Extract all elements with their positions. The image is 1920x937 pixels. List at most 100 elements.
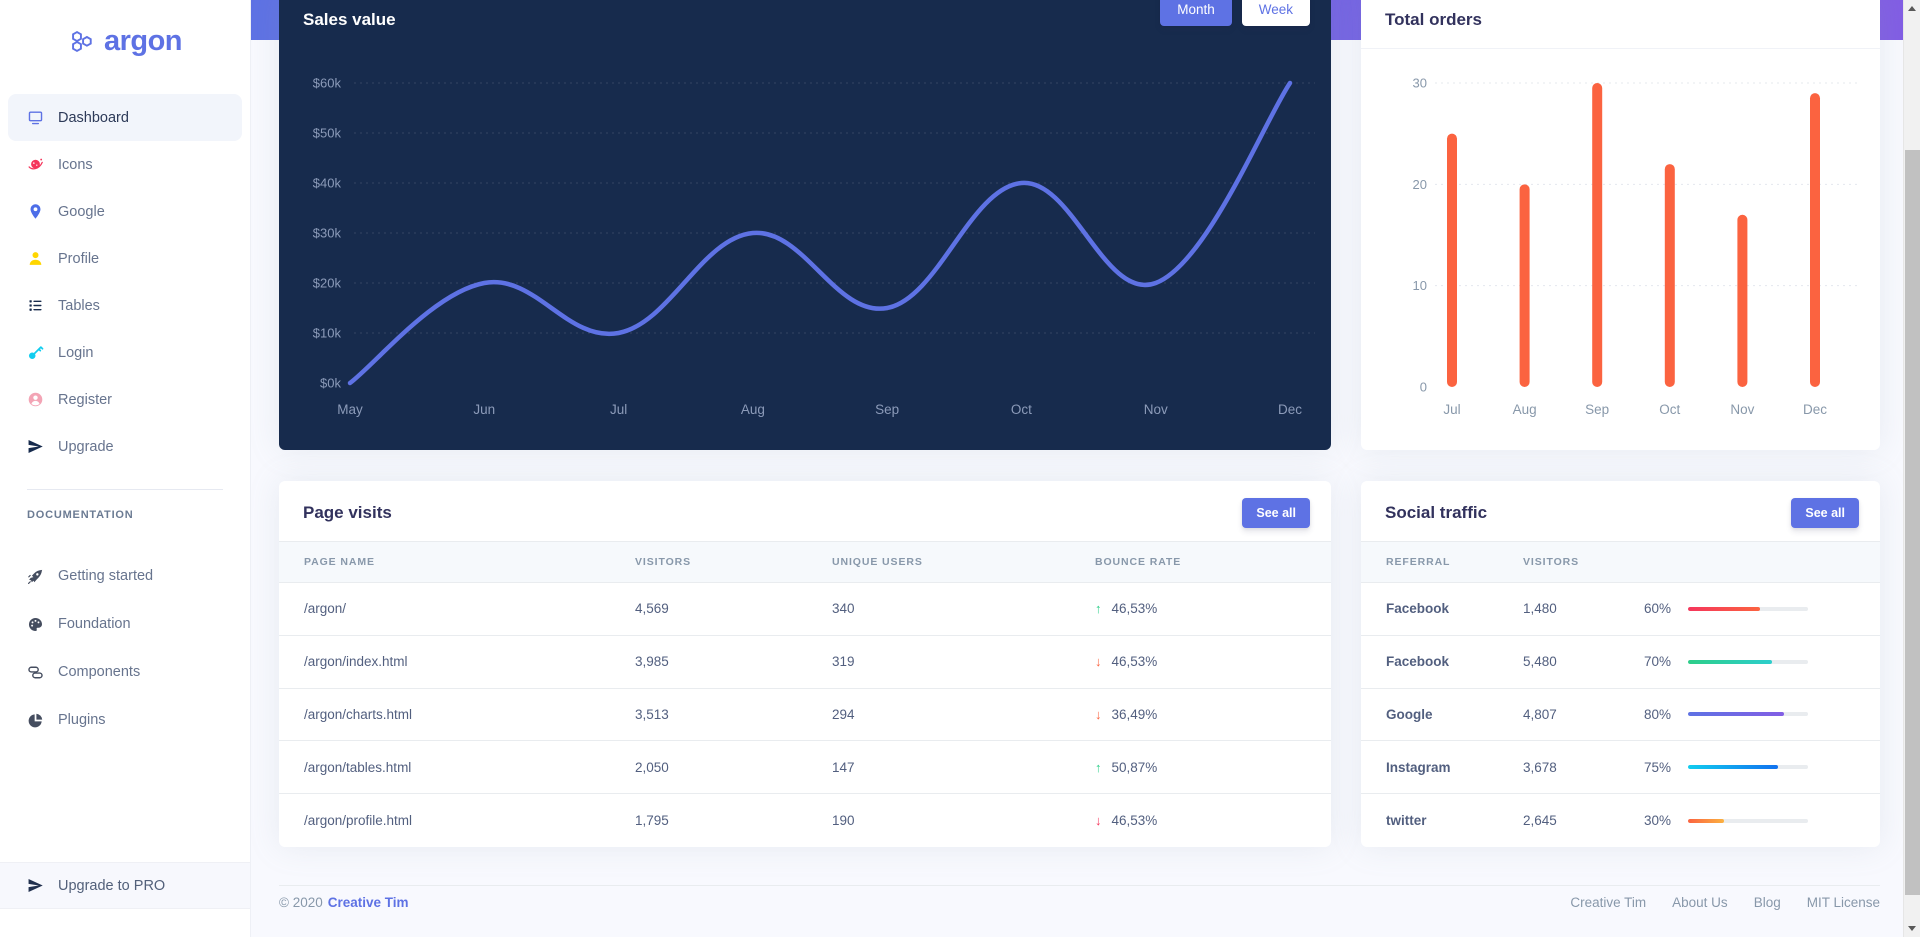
footer-link-creative-tim[interactable]: Creative Tim	[1570, 895, 1647, 910]
sidebar-item-login[interactable]: Login	[0, 329, 250, 376]
sidebar-item-upgrade[interactable]: Upgrade	[0, 423, 250, 470]
progress-bar-fill	[1688, 765, 1778, 770]
traffic-share-cell: 60%	[1644, 601, 1880, 616]
svg-text:Aug: Aug	[1513, 402, 1537, 417]
month-button[interactable]: Month	[1160, 0, 1232, 26]
sidebar-item-components[interactable]: Components	[0, 648, 250, 696]
social-traffic-column-referral: REFERRAL	[1386, 556, 1451, 568]
svg-text:Dec: Dec	[1803, 402, 1827, 417]
bounce-rate-value: 46,53%	[1111, 601, 1158, 617]
bounce-rate-value: 46,53%	[1111, 654, 1158, 670]
copyright-company-link[interactable]: Creative Tim	[327, 895, 409, 910]
svg-text:Oct: Oct	[1011, 402, 1032, 417]
progress-bar	[1688, 659, 1808, 664]
svg-text:$20k: $20k	[313, 276, 342, 291]
sidebar-item-tables[interactable]: Tables	[0, 282, 250, 329]
sales-value-card: Sales value Month Week $0k $10k $20k $30k $40…	[279, 0, 1331, 450]
page-visits-column-bounce-rate: BOUNCE RATE	[1095, 556, 1182, 568]
vertical-scrollbar[interactable]	[1903, 0, 1920, 937]
svg-text:May: May	[337, 402, 363, 417]
scrollbar-thumb[interactable]	[1905, 150, 1920, 895]
page-visits-row: /argon/tables.html 2,050 147 ↑ 50,87%	[279, 741, 1331, 795]
sidebar-item-getting-started[interactable]: Getting started	[0, 552, 250, 600]
page-visits-row: /argon/charts.html 3,513 294 ↓ 36,49%	[279, 689, 1331, 742]
svg-text:20: 20	[1413, 177, 1427, 192]
svg-text:Sep: Sep	[875, 402, 899, 417]
argon-logo-icon	[68, 28, 95, 55]
svg-text:$30k: $30k	[313, 226, 342, 241]
footer-link-mit-license[interactable]: MIT License	[1806, 895, 1880, 910]
page-visits-column-page-name: PAGE NAME	[304, 556, 375, 568]
person-circle-icon	[27, 391, 44, 408]
page-visits-see-all-button[interactable]: See all	[1242, 498, 1310, 528]
trend-down-arrow-icon: ↓	[1095, 813, 1102, 829]
main-content: Sales value Month Week $0k $10k $20k $30k $40…	[251, 0, 1903, 937]
chart-range-toggle: Month Week	[1160, 0, 1310, 26]
sidebar-item-icons[interactable]: Icons	[0, 141, 250, 188]
progress-bar	[1688, 818, 1808, 823]
orders-card-title: Total orders	[1385, 10, 1482, 29]
send-icon	[27, 877, 44, 894]
svg-text:Aug: Aug	[741, 402, 765, 417]
rocket-icon	[27, 568, 44, 585]
trend-down-arrow-icon: ↓	[1095, 706, 1102, 722]
bounce-rate-value: 50,87%	[1111, 759, 1158, 775]
social-traffic-column-visitors: VISITORS	[1523, 556, 1580, 568]
sidebar-item-upgrade-to-pro[interactable]: Upgrade to PRO	[0, 862, 250, 909]
social-traffic-row: Google 4,807 80%	[1361, 689, 1880, 742]
visitors-cell: 4,807	[1523, 706, 1557, 722]
components-icon	[27, 664, 44, 681]
list-icon	[27, 297, 44, 314]
social-traffic-title: Social traffic	[1385, 503, 1488, 522]
footer-link-blog[interactable]: Blog	[1753, 895, 1781, 910]
upgrade-to-pro-label: Upgrade to PRO	[58, 877, 166, 894]
sidebar-item-profile[interactable]: Profile	[0, 235, 250, 282]
svg-text:Nov: Nov	[1144, 402, 1168, 417]
svg-text:Sep: Sep	[1585, 402, 1609, 417]
sidebar-divider	[27, 489, 223, 490]
visitors-cell: 1,480	[1523, 601, 1557, 617]
scrollbar-up-arrow-icon[interactable]	[1904, 0, 1920, 17]
copyright: © 2020 Creative Tim	[279, 895, 409, 910]
svg-text:Jul: Jul	[1443, 402, 1460, 417]
progress-bar-fill	[1688, 818, 1724, 823]
svg-text:$50k: $50k	[313, 126, 342, 141]
orders-bar-chart: 0 10 20 30 Jul Aug Sep Oct Nov Dec	[1413, 76, 1858, 417]
visitors-cell: 2,050	[635, 759, 669, 775]
social-traffic-table-body: Facebook 1,480 60% Facebook 5,480 70% Go…	[1361, 583, 1880, 847]
sidebar-item-google[interactable]: Google	[0, 188, 250, 235]
page-visits-row: /argon/profile.html 1,795 190 ↓ 46,53%	[279, 794, 1331, 847]
user-icon	[27, 250, 44, 267]
sidebar-item-label: Components	[58, 664, 141, 680]
trend-up-arrow-icon: ↑	[1095, 759, 1102, 775]
social-traffic-table-header: REFERRAL VISITORS	[1361, 541, 1880, 583]
bounce-rate-value: 46,53%	[1111, 813, 1158, 829]
sidebar-item-dashboard[interactable]: Dashboard	[8, 94, 242, 141]
page-footer: © 2020 Creative Tim Creative Tim About Us…	[279, 885, 1880, 910]
palette-icon	[27, 616, 44, 633]
sidebar-item-label: Login	[58, 344, 94, 361]
social-traffic-see-all-button[interactable]: See all	[1791, 498, 1859, 528]
svg-text:0: 0	[1420, 380, 1427, 395]
traffic-percent: 75%	[1644, 759, 1672, 775]
page-name-cell: /argon/tables.html	[304, 759, 412, 775]
unique-users-cell: 340	[832, 601, 855, 617]
week-button[interactable]: Week	[1241, 0, 1310, 26]
sidebar-item-register[interactable]: Register	[0, 376, 250, 423]
sidebar-item-label: Register	[58, 391, 112, 408]
referral-cell: twitter	[1386, 813, 1427, 829]
svg-text:$60k: $60k	[313, 76, 342, 91]
sidebar-item-label: Tables	[58, 297, 100, 314]
sidebar-item-foundation[interactable]: Foundation	[0, 600, 250, 648]
footer-link-about-us[interactable]: About Us	[1672, 895, 1728, 910]
brand-logo[interactable]: argon	[0, 0, 250, 72]
sidebar-item-plugins[interactable]: Plugins	[0, 696, 250, 744]
referral-cell: Facebook	[1386, 654, 1450, 670]
tv-icon	[27, 109, 44, 126]
scrollbar-down-arrow-icon[interactable]	[1904, 920, 1920, 937]
bounce-rate-cell: ↑ 46,53%	[1095, 601, 1331, 616]
page-name-cell: /argon/index.html	[304, 654, 408, 670]
traffic-share-cell: 80%	[1644, 707, 1880, 722]
visitors-cell: 4,569	[635, 601, 669, 617]
page-name-cell: /argon/charts.html	[304, 706, 413, 722]
